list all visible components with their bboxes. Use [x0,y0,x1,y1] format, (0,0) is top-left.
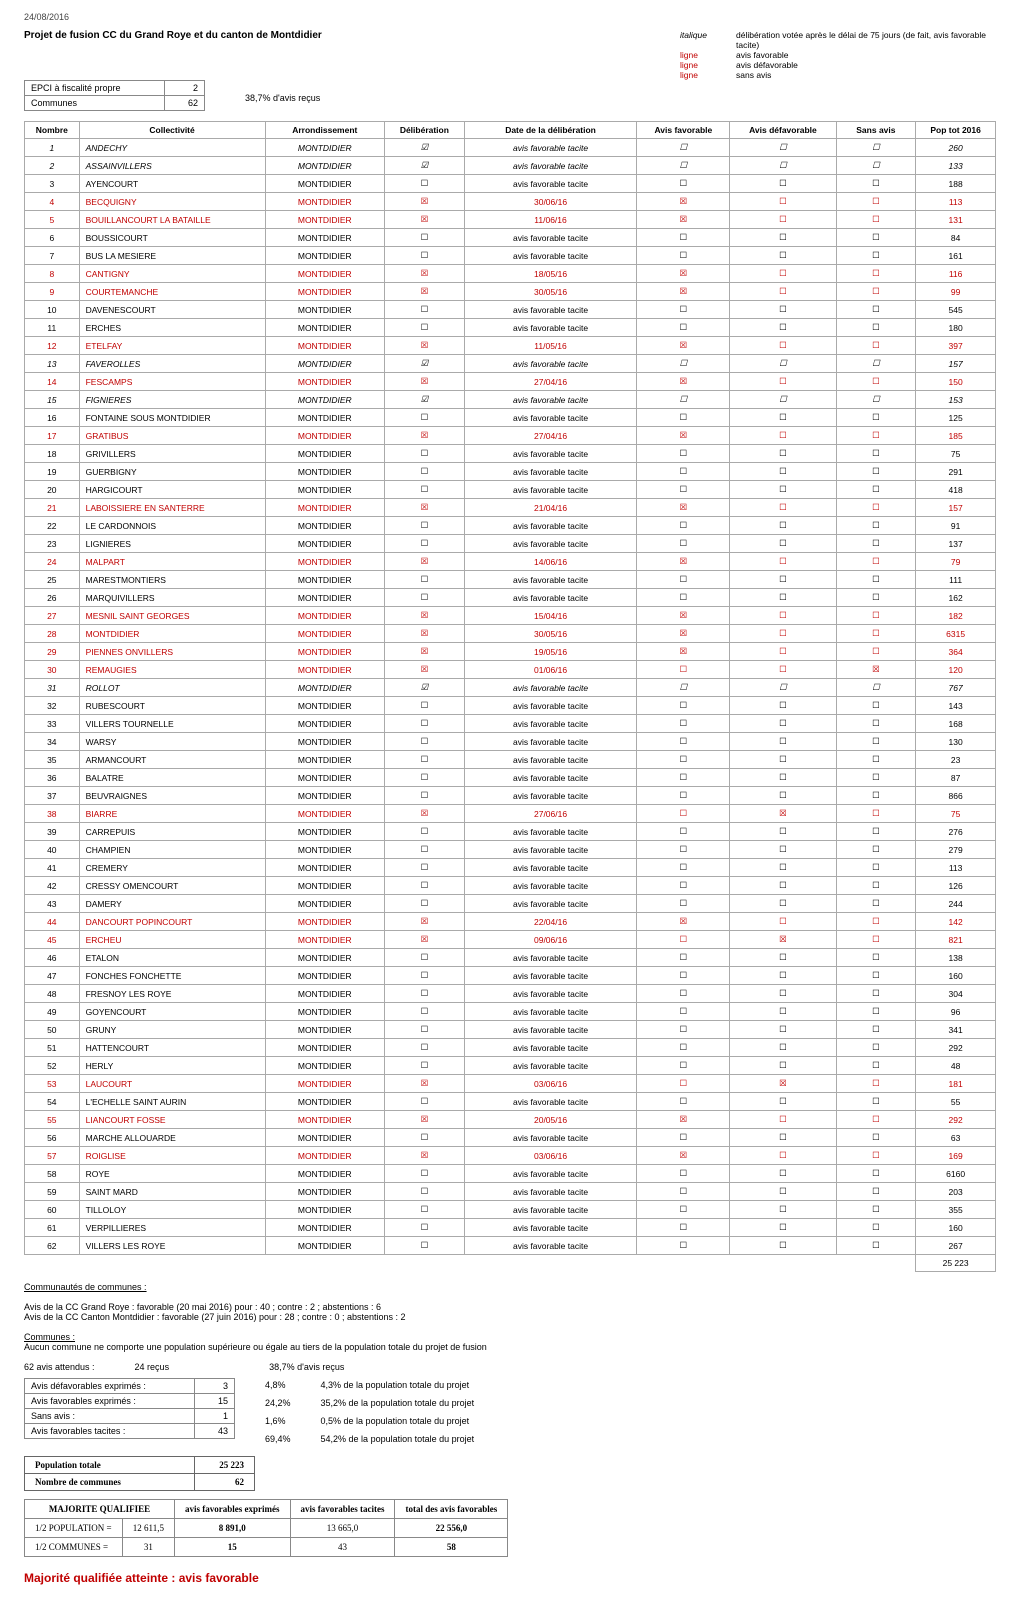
avis-cc2: Avis de la CC Canton Montdidier : favora… [24,1312,996,1322]
legend-block: italiquedélibération votée après le déla… [680,30,996,80]
epci-pct: 38,7% d'avis reçus [245,93,320,103]
communes-label: Communes : [24,1332,996,1342]
stats-header-left: 62 avis attendus : [24,1362,95,1372]
main-table: NombreCollectivitéArrondissementDélibéra… [24,121,996,1272]
stats-header-right: 38,7% d'avis reçus [269,1362,344,1372]
avis-cc1: Avis de la CC Grand Roye : favorable (20… [24,1302,996,1312]
result-line: Majorité qualifiée atteinte : avis favor… [24,1571,996,1585]
majorite-table: MAJORITE QUALIFIEE avis favorables expri… [24,1499,508,1557]
stats-desc-col: 4,3% de la population totale du projet35… [321,1376,475,1448]
communes-note: Aucun commune ne comporte une population… [24,1342,996,1352]
epci-table: EPCI à fiscalité propre2Communes62 [24,80,205,111]
page-date: 24/08/2016 [24,12,996,22]
project-title: Projet de fusion CC du Grand Roye et du … [24,30,322,41]
stats-pct-col: 4,8%24,2%1,6%69,4% [265,1376,291,1448]
total-pop: 25 223 [916,1255,996,1272]
communautes-label: Communautés de communes : [24,1282,996,1292]
pop-totals-table: Population totale25 223Nombre de commune… [24,1456,255,1491]
stats-header-mid: 24 reçus [135,1362,170,1372]
stats-table: Avis défavorables exprimés :3Avis favora… [24,1378,235,1439]
